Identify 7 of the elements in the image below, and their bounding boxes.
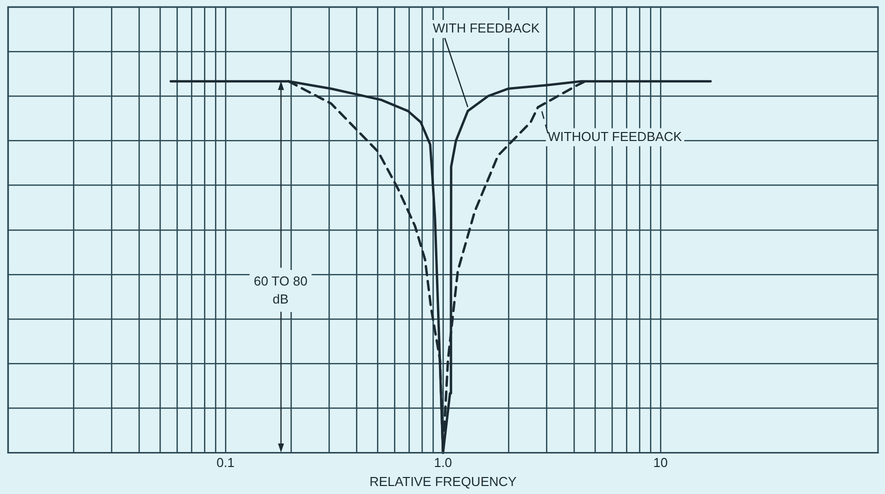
- x-tick-label: 1.0: [434, 455, 452, 470]
- legend-label: WITHOUT FEEDBACK: [548, 128, 682, 144]
- annotation: 60 TO 80 dB: [254, 274, 308, 307]
- text: WITH FEEDBACK: [432, 20, 540, 36]
- x-tick-label: 10: [653, 455, 668, 470]
- x-tick-label: 0.1: [216, 455, 235, 470]
- x-axis-title: RELATIVE FREQUENCY: [369, 474, 517, 489]
